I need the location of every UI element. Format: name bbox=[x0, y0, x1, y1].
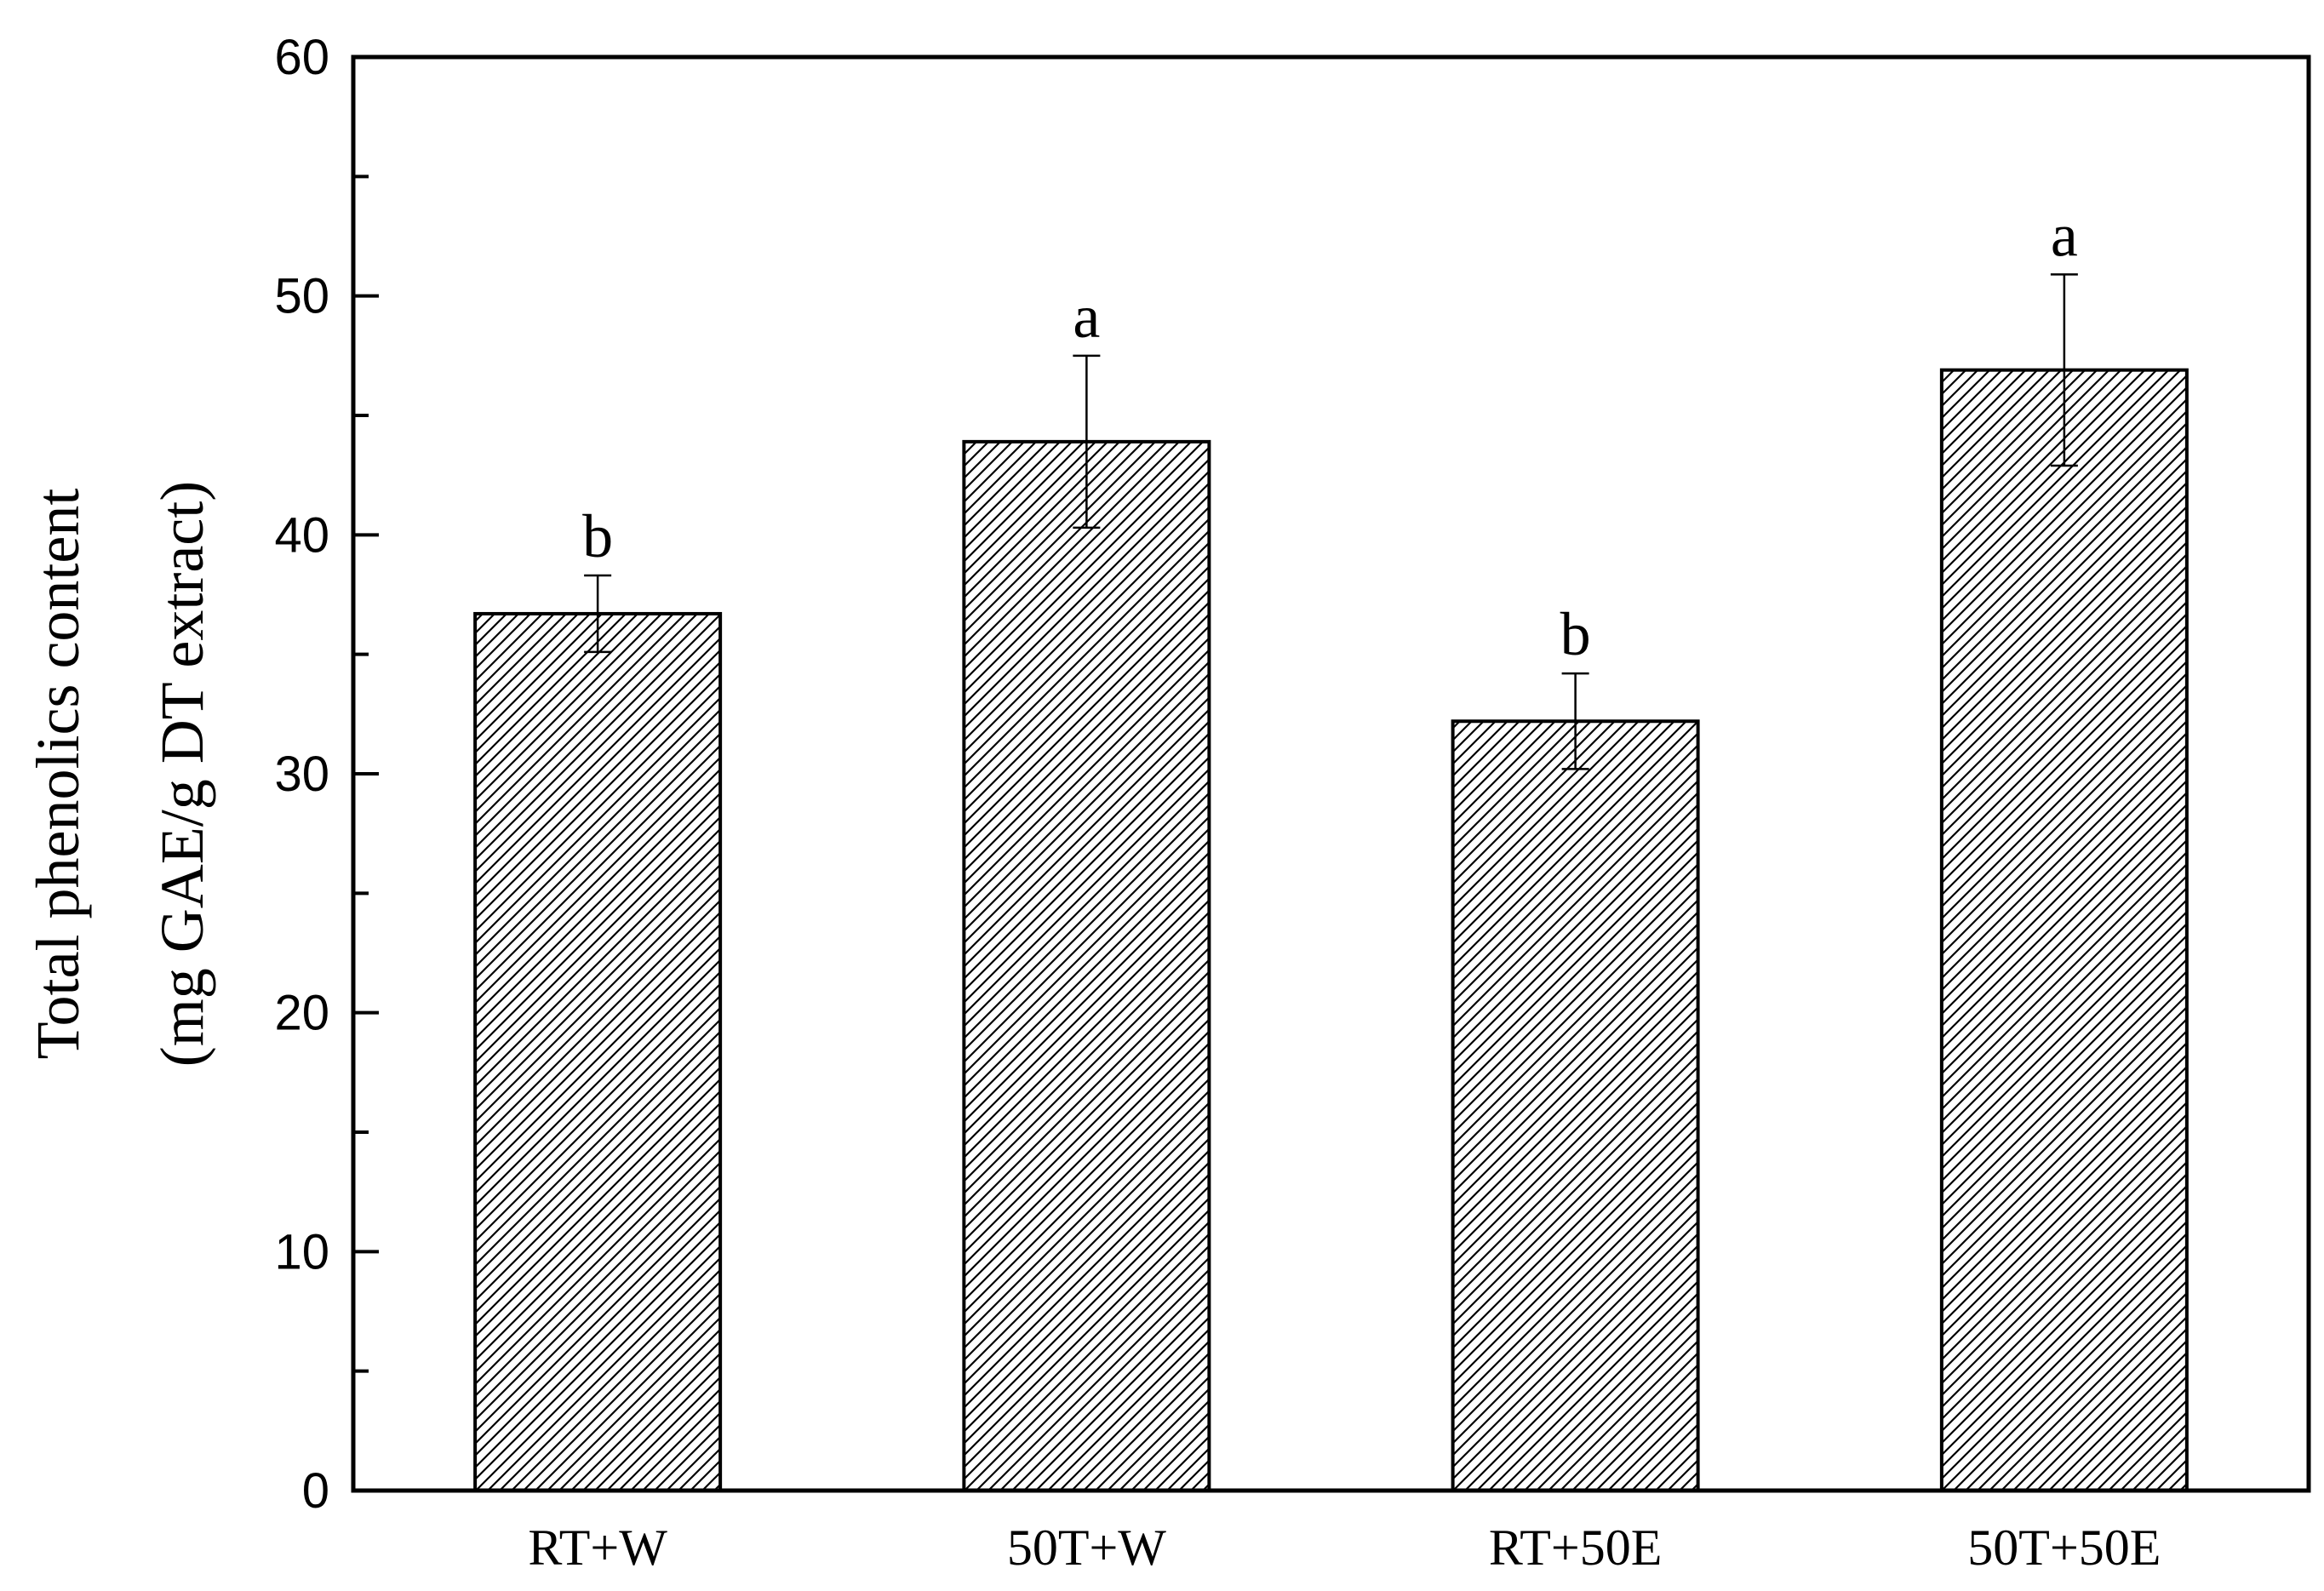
y-tick-label: 0 bbox=[302, 1463, 329, 1519]
y-tick-label: 50 bbox=[274, 269, 329, 324]
y-tick-label: 40 bbox=[274, 507, 329, 563]
x-tick-label: RT+W bbox=[528, 1519, 667, 1576]
y-tick-label: 10 bbox=[274, 1224, 329, 1279]
x-tick-label: 50T+W bbox=[1007, 1519, 1166, 1576]
error-bars-layer bbox=[584, 273, 2078, 770]
x-axis: RT+W 50T+W RT+50E 50T+50E bbox=[528, 1519, 2161, 1576]
bar bbox=[962, 439, 1211, 1493]
bar bbox=[1451, 719, 1700, 1492]
significance-label: b bbox=[1560, 600, 1591, 668]
y-tick-label: 20 bbox=[274, 986, 329, 1041]
significance-label: a bbox=[2051, 201, 2078, 269]
bar bbox=[473, 611, 723, 1492]
y-tick-label: 60 bbox=[274, 30, 329, 85]
y-axis: 0 10 20 30 40 50 60 bbox=[274, 30, 379, 1519]
x-tick-label: 50T+50E bbox=[1967, 1519, 2161, 1576]
y-tick-label: 30 bbox=[274, 747, 329, 802]
significance-label: a bbox=[1073, 283, 1100, 351]
x-tick-label: RT+50E bbox=[1489, 1519, 1663, 1576]
y-axis-title-line-2: (mg GAE/g DT extract) bbox=[148, 481, 216, 1067]
significance-label: b bbox=[582, 502, 613, 570]
significance-labels: b a b a bbox=[582, 201, 2078, 668]
y-axis-title-line-1: Total phenolics content bbox=[24, 489, 92, 1060]
bar bbox=[1939, 368, 2189, 1492]
bars-layer bbox=[473, 368, 2189, 1493]
